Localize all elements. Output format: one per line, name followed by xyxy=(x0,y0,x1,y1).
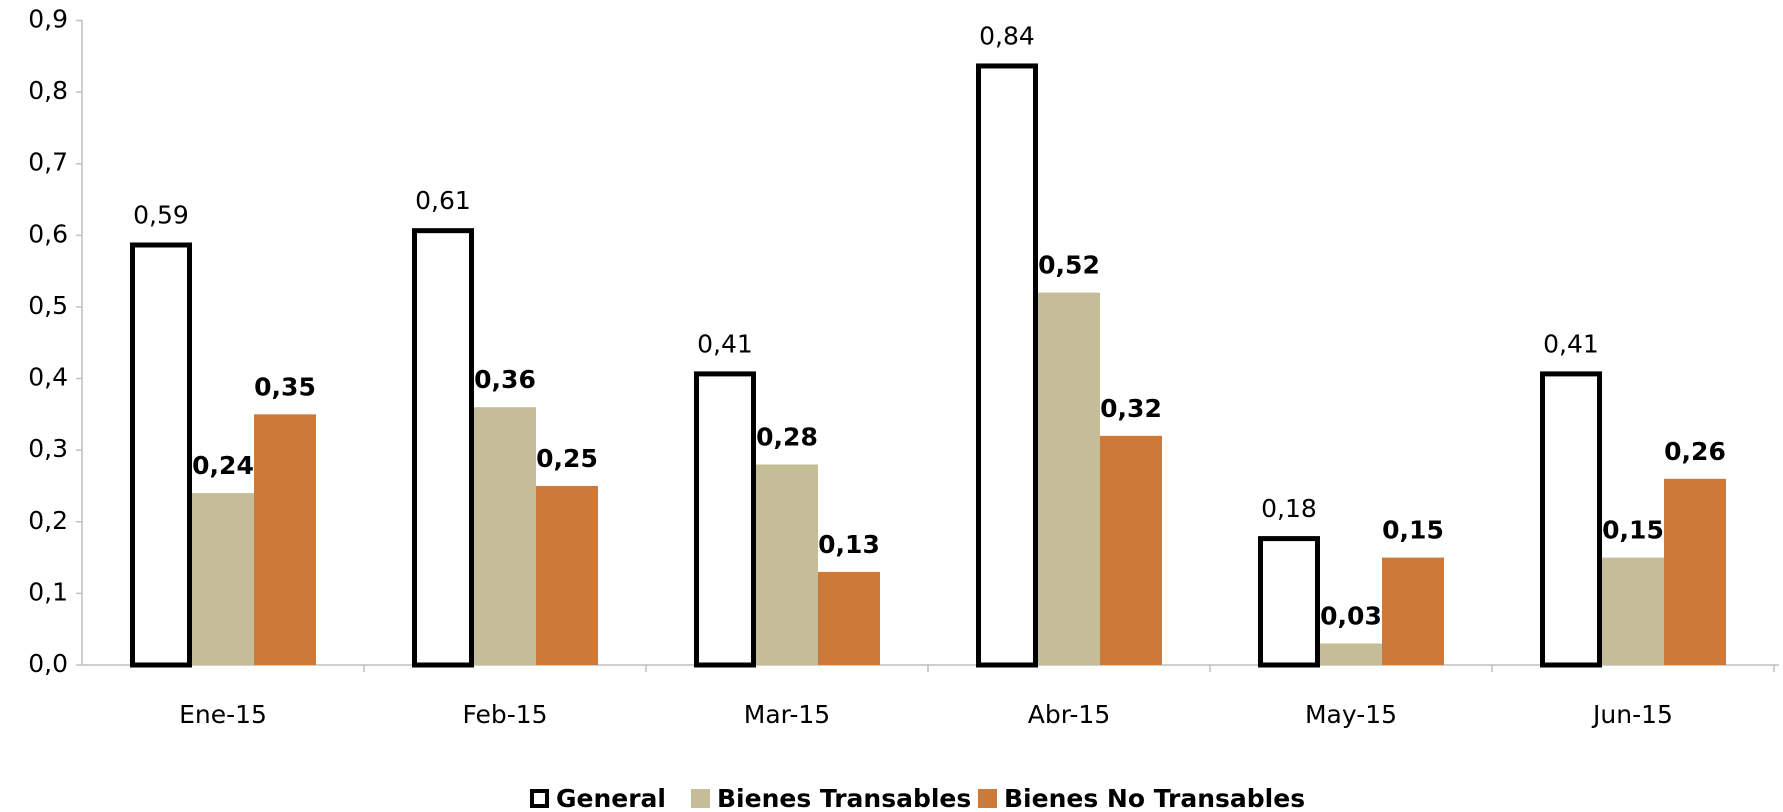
bar xyxy=(1540,371,1602,668)
data-label: 0,41 xyxy=(1543,329,1599,358)
bar xyxy=(536,485,598,665)
x-tick-label: Abr-15 xyxy=(1028,700,1110,729)
data-label: 0,18 xyxy=(1261,494,1317,523)
data-label: 0,26 xyxy=(1664,437,1726,466)
data-label: 0,28 xyxy=(756,422,818,451)
data-label: 0,84 xyxy=(979,21,1035,50)
bar xyxy=(694,371,756,668)
bar xyxy=(254,414,316,665)
bar xyxy=(1258,536,1320,668)
bar xyxy=(976,63,1038,668)
data-label: 0,59 xyxy=(133,200,189,229)
data-label: 0,32 xyxy=(1100,394,1162,423)
data-label: 0,13 xyxy=(818,530,880,559)
y-tick-label: 0,8 xyxy=(28,76,68,105)
bar xyxy=(192,493,254,665)
x-tick-label: Mar-15 xyxy=(744,700,830,729)
legend-swatch xyxy=(691,789,710,808)
data-label: 0,61 xyxy=(415,186,471,215)
y-tick-label: 0,7 xyxy=(28,148,68,177)
y-tick-label: 0,5 xyxy=(28,291,68,320)
x-tick-label: Jun-15 xyxy=(1591,700,1673,729)
bar xyxy=(1038,292,1100,665)
data-label: 0,15 xyxy=(1602,516,1664,545)
bar xyxy=(756,464,818,665)
y-tick-label: 0,1 xyxy=(28,577,68,606)
y-tick-label: 0,3 xyxy=(28,434,68,463)
legend-swatch xyxy=(530,789,549,808)
bar xyxy=(818,571,880,665)
data-label: 0,15 xyxy=(1382,516,1444,545)
bar xyxy=(412,228,474,668)
bar xyxy=(1100,435,1162,665)
bar xyxy=(1320,643,1382,665)
legend-label: General xyxy=(556,784,666,812)
data-label: 0,41 xyxy=(697,329,753,358)
bar xyxy=(474,407,536,665)
bar xyxy=(1602,557,1664,665)
bar xyxy=(1382,557,1444,665)
data-label: 0,24 xyxy=(192,451,254,480)
x-tick-label: Ene-15 xyxy=(179,700,267,729)
y-tick-label: 0,6 xyxy=(28,219,68,248)
legend-swatch xyxy=(978,789,997,808)
legend-label: Bienes No Transables xyxy=(1004,784,1305,812)
data-label: 0,52 xyxy=(1038,251,1100,280)
x-tick-label: Feb-15 xyxy=(462,700,547,729)
bar xyxy=(130,242,192,668)
y-tick-label: 0,2 xyxy=(28,506,68,535)
data-label: 0,25 xyxy=(536,444,598,473)
y-tick-label: 0,0 xyxy=(28,649,68,678)
legend-label: Bienes Transables xyxy=(717,784,971,812)
y-tick-label: 0,4 xyxy=(28,363,68,392)
bar xyxy=(1664,478,1726,665)
data-label: 0,36 xyxy=(474,365,536,394)
y-tick-label: 0,9 xyxy=(28,5,68,34)
data-label: 0,35 xyxy=(254,372,316,401)
x-tick-label: May-15 xyxy=(1305,700,1397,729)
data-label: 0,03 xyxy=(1320,602,1382,631)
